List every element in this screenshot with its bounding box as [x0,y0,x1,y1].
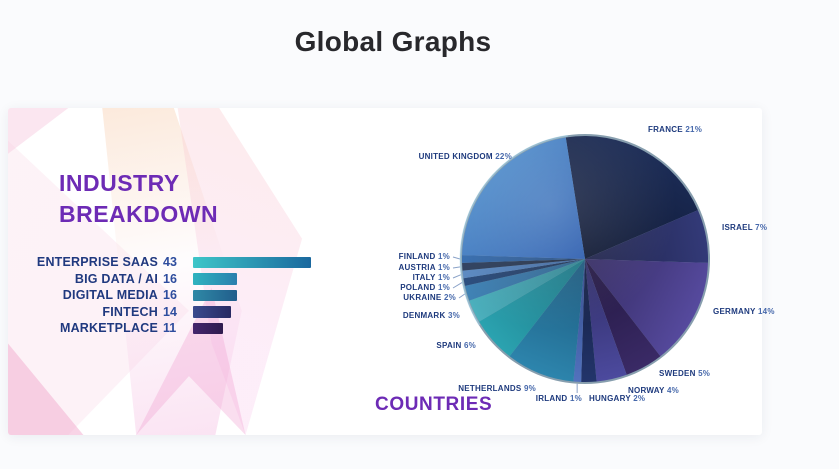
bar-row: ENTERPRISE SAAS 43 [16,254,311,271]
page-title: Global Graphs [294,26,492,57]
pie-label-value: 2% [633,394,646,403]
heading-line: BREAKDOWN [59,201,219,227]
pie-label-name: ISRAEL [722,223,756,232]
pie-label-value: 2% [443,293,456,302]
bar-category-label: ENTERPRISE SAAS [36,255,158,270]
pie-label-netherlands: NETHERLANDS 9% [458,384,536,394]
pie-label-name: HUNGARY [589,394,634,403]
pie-label-denmark: DENMARK 3% [403,311,460,321]
pie-label-name: UKRAINE [403,293,444,302]
bar-category-label: MARKETPLACE [59,321,158,336]
countries-pie-chart: FRANCE 21% ISRAEL 7% GERMANY 14% SWEDEN 5% N… [368,108,774,435]
pie-label-value: 5% [698,369,711,378]
pie-label-name: FRANCE [648,125,686,134]
graphs-card: INDUSTRY BREAKDOWN ENTERPRISE SAAS 43 BIG … [8,108,774,435]
pie-label-name: IRLAND [535,394,570,403]
pie-leader-line [458,293,466,299]
pie-label-name: SWEDEN [659,369,699,378]
pie-leader-line [452,281,463,289]
pie-label-name: DENMARK [402,311,448,320]
pie-label-spain: SPAIN 6% [436,341,476,351]
bar-row: FINTECH 14 [16,304,311,321]
pie-label-finland: FINLAND 1% [399,252,450,262]
pie-leader-line [452,274,462,279]
pie-label-value: 21% [685,125,703,134]
pie-label-italy: ITALY 1% [413,273,450,283]
bar-row: MARKETPLACE 11 [16,320,311,337]
bar-fill [193,306,231,318]
pie-label-poland: POLAND 1% [400,283,450,293]
pie-svg [452,134,710,393]
pie-label-ukraine: UKRAINE 2% [403,293,456,303]
pie-label-united-kingdom: UNITED KINGDOM 22% [419,152,512,162]
pie-label-value: 4% [666,386,680,395]
pie-label-france: FRANCE 21% [648,125,702,135]
bar-value: 43 [163,255,177,270]
pie-label-sweden: SWEDEN 5% [659,369,710,379]
pie-sheen [462,136,708,382]
pie-label-name: UNITED KINGDOM [418,152,496,161]
bar-fill [193,256,311,268]
countries-heading: COUNTRIES [375,394,493,415]
bar-category-label: BIG DATA / AI [74,271,158,286]
pie-label-value: 1% [569,394,582,403]
pie-label-value: 9% [523,384,536,393]
pie-label-norway: NORWAY 4% [628,386,679,396]
pie-label-israel: ISRAEL 7% [722,223,767,233]
pie-label-name: SPAIN [436,341,464,350]
pie-label-value: 1% [437,263,450,272]
pie-leader-line [452,266,461,269]
bar-fill [193,289,237,301]
bar-value: 16 [163,288,177,303]
pie-label-hungary: HUNGARY 2% [589,394,645,404]
pie-label-germany: GERMANY 14% [713,307,775,317]
pie-label-name: GERMANY [713,307,758,316]
pie-label-value: 6% [463,341,476,350]
pie-label-value: 7% [755,223,768,232]
bar-row: BIG DATA / AI 16 [16,271,311,288]
pie-label-value: 22% [495,152,512,161]
pie-label-austria: AUSTRIA 1% [398,263,450,273]
pie-label-value: 1% [437,273,450,282]
bar-category-label: FINTECH [102,304,158,319]
bar-row: DIGITAL MEDIA 16 [16,287,311,304]
heading-line: INDUSTRY [59,170,180,196]
bar-fill [193,322,223,334]
bar-value: 16 [163,271,177,286]
bar-value: 11 [163,321,177,336]
pie-label-name: NORWAY [628,386,667,395]
pie-label-value: 3% [447,311,460,320]
bar-category-label: DIGITAL MEDIA [62,288,158,303]
bar-value: 14 [163,304,177,319]
pie-label-name: ITALY [412,273,438,282]
pie-label-irland: IRLAND 1% [536,394,582,404]
pie-highlight-rim [459,134,568,326]
pie-label-name: NETHERLANDS [458,384,524,393]
pie-label-value: 14% [757,307,775,316]
industry-breakdown-heading: INDUSTRY BREAKDOWN [59,168,218,230]
pie-leader-line [452,256,461,260]
industry-bar-chart: ENTERPRISE SAAS 43 BIG DATA / AI 16 DIGITAL … [16,254,311,337]
pie-label-name: FINLAND [398,252,438,261]
pie-label-name: POLAND [400,283,438,292]
pie-label-name: AUSTRIA [398,263,438,272]
pie-label-value: 1% [437,252,450,261]
bar-fill [193,273,237,285]
pie-label-value: 1% [437,283,450,292]
